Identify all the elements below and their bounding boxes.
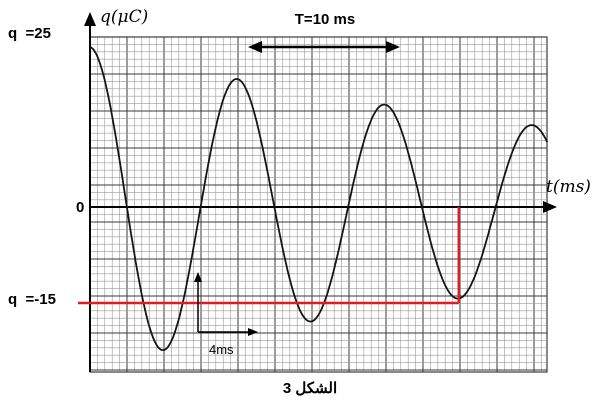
axes [84, 12, 557, 372]
x-axis-label: t(ms) [546, 177, 591, 197]
x-axis-arrow-icon [543, 201, 557, 213]
grid-frame [89, 36, 548, 373]
y-axis-arrow-icon [84, 12, 96, 26]
y-tick-label-bottom: q =-15 [8, 291, 56, 308]
grid [89, 36, 548, 373]
marker-lines [78, 207, 460, 305]
scale-bar-up-arrow-icon [194, 272, 202, 282]
y-tick-label-top: q =25 [8, 25, 51, 42]
chart-title: T=10 ms [295, 11, 355, 28]
y-axis-label: q(μC) [100, 7, 148, 27]
charge-curve [89, 46, 549, 352]
period-arrow [248, 41, 400, 53]
figure-caption: الشكل 3 [283, 380, 337, 397]
y-tick-label-zero: 0 [76, 199, 84, 216]
period-arrow-right-icon [386, 41, 400, 53]
scale-bar [194, 272, 258, 336]
period-arrow-left-icon [248, 41, 262, 53]
scale-bar-right-arrow-icon [248, 328, 258, 336]
scale-bar-label: 4ms [209, 342, 234, 357]
